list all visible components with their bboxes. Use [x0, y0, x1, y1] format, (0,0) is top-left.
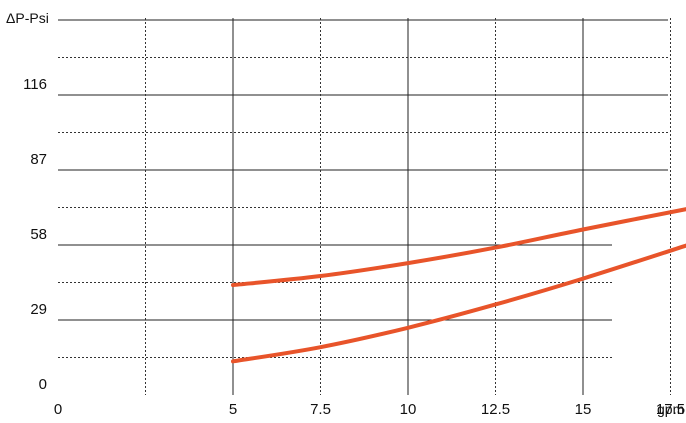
y-axis-title: ΔP-Psi	[6, 10, 49, 26]
x-axis-ticks: 0 5 7.5 10 12.5 15 17.5	[54, 401, 685, 418]
y-tick-label: 87	[30, 151, 47, 168]
y-tick-label: 116	[23, 76, 47, 93]
x-tick-label: 10	[400, 401, 417, 418]
x-tick-label: 5	[229, 401, 237, 418]
y-tick-label: 29	[30, 301, 47, 318]
grid	[58, 18, 671, 395]
series-44-psi-line	[231, 207, 686, 288]
series-curves	[231, 207, 686, 364]
y-tick-label: 58	[30, 226, 47, 243]
series-22-psi-line	[231, 243, 686, 364]
x-tick-label: 0	[54, 401, 62, 418]
x-tick-label: 7.5	[310, 401, 331, 418]
x-tick-label: 17.5	[656, 401, 685, 418]
x-tick-label: 15	[575, 401, 592, 418]
y-tick-label: 0	[39, 376, 47, 393]
x-axis-title: gpm	[657, 401, 684, 417]
y-axis-ticks: 0 29 58 87 116	[23, 76, 47, 393]
x-tick-label: 12.5	[481, 401, 510, 418]
